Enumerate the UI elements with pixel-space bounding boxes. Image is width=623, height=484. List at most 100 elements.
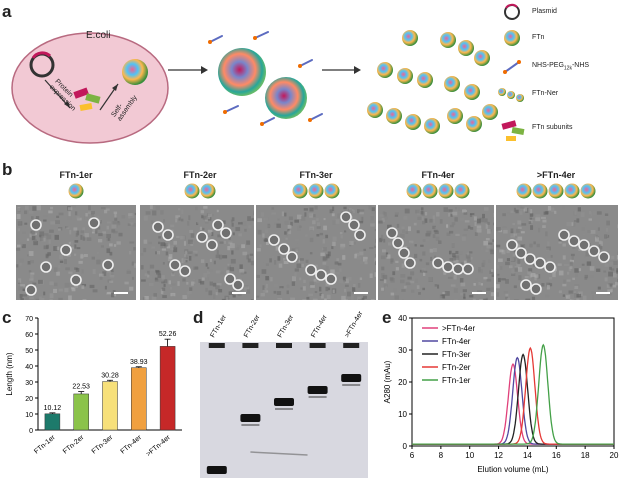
legend-label: FTn-2er xyxy=(442,363,471,372)
ftn-particle xyxy=(506,239,518,251)
ftn-chain-icon xyxy=(498,88,524,102)
ftn-particle xyxy=(162,229,174,241)
ftn-particle xyxy=(224,273,236,285)
ftn-particle xyxy=(598,251,610,263)
y-tick-label: 50 xyxy=(25,348,33,355)
y-tick-label: 20 xyxy=(25,396,33,403)
ftn-particle xyxy=(70,274,82,286)
ftn-large-2 xyxy=(265,77,307,119)
ftn-chain-particle xyxy=(292,183,308,199)
b-chain-icons xyxy=(68,183,596,199)
gel-well xyxy=(276,343,292,348)
tem-image-5 xyxy=(496,205,618,300)
bar-value-label: 22.53 xyxy=(72,384,90,391)
ftn-particle xyxy=(268,234,280,246)
ftn-chain-particle xyxy=(532,183,548,199)
panel-c-bar-chart: 0 10 20 30 40 50 60 70 Length (nm) 10.12 FTn-1er 22… xyxy=(5,316,182,458)
gel-band-faint xyxy=(275,408,293,410)
ftn-particle xyxy=(392,237,404,249)
lane-label: >FTn-4er xyxy=(344,310,365,339)
ftn-particle xyxy=(348,219,360,231)
ftn-particle xyxy=(524,253,536,265)
gel-band-faint xyxy=(342,384,361,386)
x-tick-label: FTn-4er xyxy=(120,434,144,456)
x-tick-label: FTn-2er xyxy=(62,434,86,456)
ftn-particle xyxy=(432,257,444,269)
bar-value-label: 30.28 xyxy=(101,372,119,379)
ftn-chain-particle xyxy=(406,183,422,199)
ftn-particle xyxy=(354,229,366,241)
ftn-particle xyxy=(30,219,42,231)
gel-band-faint xyxy=(241,424,260,426)
legend-label: FTn-3er xyxy=(442,350,471,359)
gel-band-faint xyxy=(308,396,327,398)
ftn-chain-particle xyxy=(438,183,454,199)
gel-smear xyxy=(250,451,308,456)
b-title-4: FTn-4er xyxy=(421,170,455,180)
bar xyxy=(44,413,61,431)
gel-well xyxy=(208,343,225,348)
ftn-particle xyxy=(515,247,527,259)
ftn-particle xyxy=(25,284,37,296)
ftn-particle xyxy=(462,263,474,275)
panel-label-a: a xyxy=(2,2,12,21)
ftn-particle xyxy=(286,251,298,263)
b-title-2: FTn-2er xyxy=(183,170,217,180)
ftn-particle xyxy=(60,244,72,256)
y-tick-label: 40 xyxy=(398,314,407,323)
ftn-particle xyxy=(558,229,570,241)
ftn-chain-particle xyxy=(454,183,470,199)
ftn-particle xyxy=(122,59,148,85)
y-tick-label: 30 xyxy=(25,380,33,387)
x-tick-label: 8 xyxy=(439,451,444,460)
y-tick-label: 10 xyxy=(25,412,33,419)
ftn-particle xyxy=(404,257,416,269)
x-tick-label: 18 xyxy=(581,451,590,460)
ftn-particle xyxy=(169,259,181,271)
y-tick-label: 20 xyxy=(398,378,407,387)
ftn-chain-particle xyxy=(324,183,340,199)
gel-band xyxy=(206,466,227,474)
ftn-chain-particle xyxy=(422,183,438,199)
ecoli-cell xyxy=(11,32,169,144)
ftn-icon xyxy=(504,30,520,46)
ftn-chain-particle xyxy=(200,183,216,199)
x-tick-label: FTn-3er xyxy=(91,434,115,456)
ftn-particle xyxy=(232,279,244,291)
ftn-chain-particle xyxy=(516,183,532,199)
ftn-particle xyxy=(278,243,290,255)
ftn-chain-particle xyxy=(580,183,596,199)
legend-label: >FTn-4er xyxy=(442,324,475,333)
y-axis-label: A280 (mAu) xyxy=(383,360,392,403)
ftn-particle xyxy=(220,227,232,239)
ftn-particle xyxy=(442,261,454,273)
x-tick-label: 12 xyxy=(494,451,503,460)
linker-icon xyxy=(504,61,520,73)
ftn-particle xyxy=(578,239,590,251)
ftn-particle xyxy=(452,263,464,275)
x-axis-label: Elution volume (mL) xyxy=(477,465,548,474)
ftn-particle xyxy=(386,227,398,239)
legend-linker: NHS-PEG12k-NHS xyxy=(532,62,590,72)
ftn-particle xyxy=(398,247,410,259)
ftn-particle xyxy=(534,257,546,269)
y-tick-label: 40 xyxy=(25,364,33,371)
x-tick-label: 10 xyxy=(465,451,474,460)
gel-band xyxy=(274,398,294,406)
ftn-chain-particle xyxy=(184,183,200,199)
gel-band xyxy=(341,374,362,382)
x-tick-label: 20 xyxy=(610,451,619,460)
legend-ftn-ner: FTn-Ner xyxy=(532,90,559,97)
lane-label: FTn-4er xyxy=(310,313,329,339)
ftn-particle xyxy=(588,245,600,257)
ftn-particle xyxy=(206,239,218,251)
bar xyxy=(159,346,176,431)
tem-image-3 xyxy=(256,205,376,300)
gel-well xyxy=(343,343,360,348)
tem-image-4 xyxy=(378,205,494,300)
ftn-particle xyxy=(102,259,114,271)
panel-e-line-chart: 6 8 10 12 14 16 18 20 0 10 20 30 40 Elution volume (m… xyxy=(383,314,619,474)
ftn-chain-particle xyxy=(548,183,564,199)
ftn-particle xyxy=(88,217,100,229)
